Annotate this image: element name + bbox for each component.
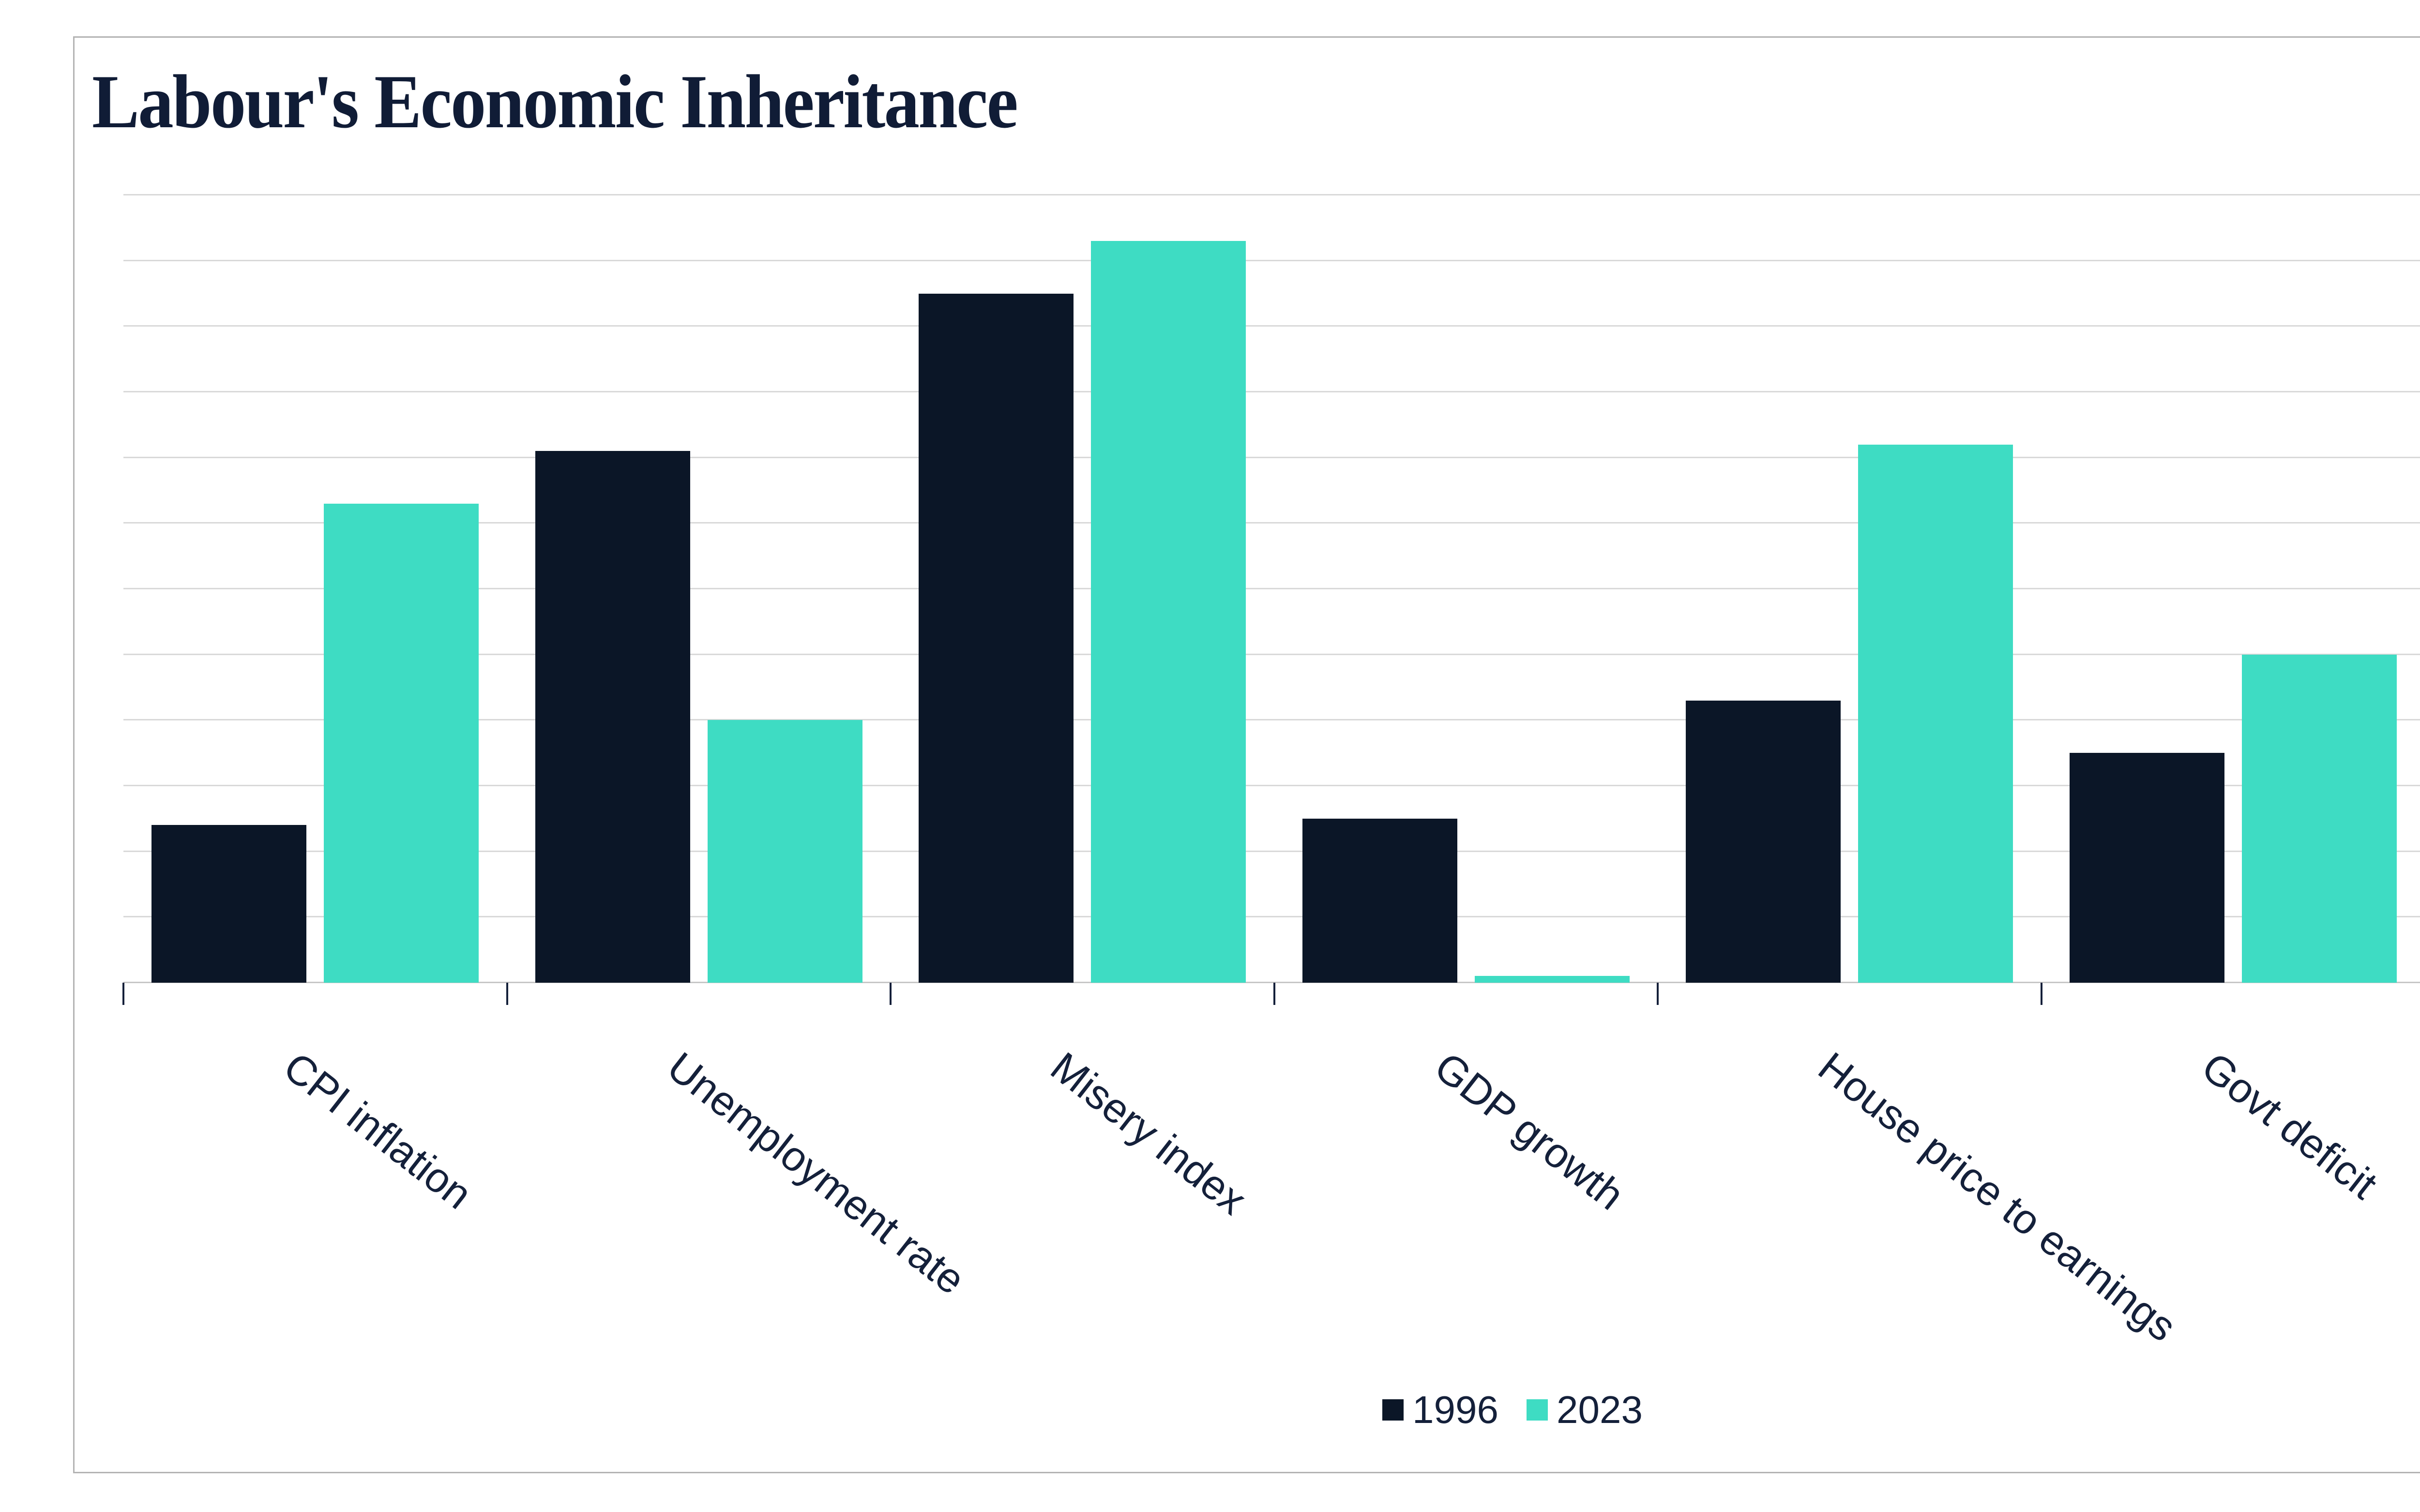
x-axis-tick-1 bbox=[506, 983, 508, 1005]
chart-title: Labour's Economic Inheritance bbox=[92, 60, 1018, 144]
legend-swatch-1996 bbox=[1382, 1399, 1404, 1421]
gridline-12 bbox=[123, 194, 2420, 195]
bar-1996-govt-deficit bbox=[2069, 753, 2224, 983]
bar-2023-gdp-growth bbox=[1474, 976, 1630, 983]
bar-1996-house-price-to-earnings bbox=[1686, 700, 1841, 983]
bar-2023-cpi-inflation bbox=[324, 503, 479, 983]
bar-2023-govt-deficit bbox=[2241, 654, 2397, 983]
gridline-11 bbox=[123, 259, 2420, 261]
x-axis-tick-4 bbox=[1657, 983, 1659, 1005]
bar-1996-unemployment-rate bbox=[535, 451, 690, 983]
legend: 1996 2023 bbox=[0, 1390, 2420, 1430]
gridline-6 bbox=[123, 588, 2420, 589]
gridline-4 bbox=[123, 719, 2420, 721]
x-axis-tick-2 bbox=[890, 983, 892, 1005]
legend-swatch-2023 bbox=[1527, 1399, 1548, 1421]
legend-item-1996: 1996 bbox=[1382, 1390, 1498, 1430]
x-axis-tick-5 bbox=[2040, 983, 2042, 1005]
bar-1996-misery-index bbox=[919, 293, 1074, 983]
x-axis-tick-0 bbox=[122, 983, 124, 1005]
gridline-7 bbox=[123, 522, 2420, 524]
legend-item-2023: 2023 bbox=[1527, 1390, 1643, 1430]
bar-1996-gdp-growth bbox=[1302, 818, 1457, 983]
bar-2023-house-price-to-earnings bbox=[1858, 444, 2013, 983]
gridline-9 bbox=[123, 391, 2420, 392]
gridline-3 bbox=[123, 785, 2420, 786]
gridline-0 bbox=[123, 982, 2420, 983]
gridline-10 bbox=[123, 325, 2420, 327]
gridline-1 bbox=[123, 916, 2420, 918]
bar-2023-misery-index bbox=[1091, 240, 1246, 983]
plot-area bbox=[123, 194, 2420, 983]
gridline-8 bbox=[123, 456, 2420, 458]
x-axis-tick-3 bbox=[1273, 983, 1275, 1005]
legend-label-1996: 1996 bbox=[1412, 1388, 1498, 1431]
legend-label-2023: 2023 bbox=[1557, 1388, 1643, 1431]
bar-1996-cpi-inflation bbox=[151, 825, 306, 983]
gridline-5 bbox=[123, 653, 2420, 655]
bar-2023-unemployment-rate bbox=[707, 720, 862, 983]
gridline-2 bbox=[123, 850, 2420, 852]
